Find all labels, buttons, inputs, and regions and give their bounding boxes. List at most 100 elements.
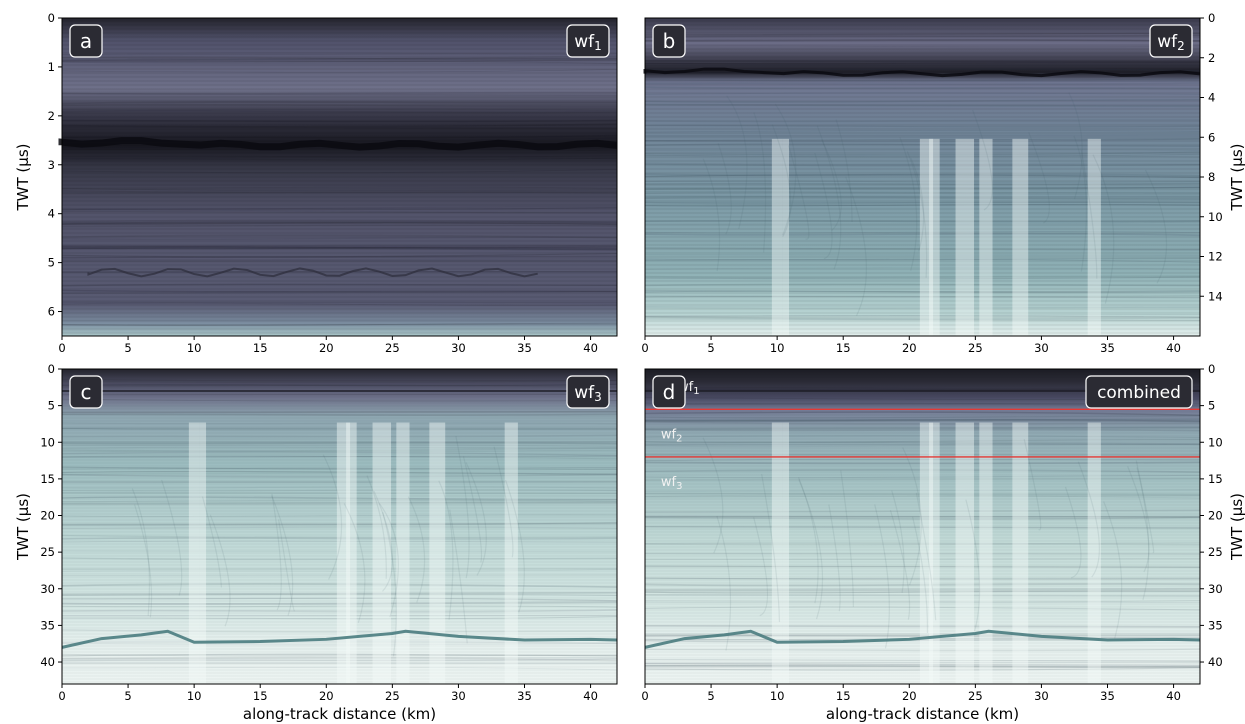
dip-line (382, 511, 397, 657)
layer-streak (644, 458, 1201, 462)
y-axis: 0 5 10 15 20 25 30 35 40 TWT (µs) (1200, 362, 1245, 669)
dip-line (899, 137, 918, 271)
layer-streak (644, 173, 1201, 177)
layer-streak (61, 486, 618, 489)
layer-streak (644, 201, 1201, 205)
y-axis: 0 2 4 6 8 10 12 14 TWT (µs) (1200, 11, 1245, 303)
layer-streak (61, 379, 618, 384)
layer-streak (644, 577, 1201, 581)
layer-streak (644, 428, 1201, 432)
dip-line (1028, 132, 1050, 224)
clutter-column (346, 422, 357, 684)
x-axis-label: along-track distance (km) (243, 705, 436, 723)
layer-streak (61, 442, 618, 445)
layer-streak (644, 186, 1201, 190)
layer-streak (61, 219, 618, 224)
layer-streak (61, 246, 618, 250)
clutter-column (979, 422, 993, 684)
panel-letter: c (81, 380, 92, 404)
x-tick-label: 35 (1100, 689, 1115, 703)
panel-letter: b (663, 29, 676, 53)
layer-streak (61, 236, 618, 240)
y-tick-label: 35 (1208, 618, 1223, 632)
layer-streak (61, 466, 618, 469)
layer-streak (644, 516, 1201, 520)
surface-reflector (643, 67, 1201, 78)
dip-line (774, 103, 797, 236)
clutter-column (782, 138, 790, 336)
dip-line (462, 456, 483, 563)
layer-streak (644, 153, 1201, 158)
layer-streak (644, 174, 1201, 178)
x-tick-label: 15 (836, 689, 851, 703)
y-tick-label: 0 (1208, 362, 1215, 376)
layering-texture (645, 369, 1200, 684)
layer-streak (644, 203, 1201, 207)
layer-streak (61, 597, 618, 602)
layer-streak (61, 108, 618, 112)
layer-streak (61, 383, 618, 387)
layer-streak (61, 191, 618, 195)
layer-streak (644, 45, 1201, 48)
clutter-column (372, 422, 392, 684)
layer-streak (61, 468, 618, 471)
layer-streak (61, 658, 618, 662)
panel-letter: d (663, 380, 676, 404)
layer-streak (61, 302, 618, 306)
layer-streak (644, 232, 1201, 237)
layer-streak (61, 592, 618, 595)
layer-streak (61, 526, 618, 529)
layer-streak (61, 109, 618, 114)
x-tick-label: 15 (253, 689, 268, 703)
layer-streak (644, 38, 1201, 41)
dip-line (816, 125, 842, 270)
internal-layers (644, 32, 1201, 322)
layer-streak (644, 588, 1201, 592)
layer-streak (644, 138, 1201, 142)
layer-streak (61, 206, 618, 210)
layer-streak (61, 148, 618, 152)
dip-line (798, 477, 819, 604)
layer-streak (61, 640, 618, 645)
clutter-column (771, 138, 783, 336)
layer-streak (61, 188, 618, 191)
y-tick-label: 2 (48, 109, 55, 123)
layer-streak (644, 509, 1201, 514)
layer-streak (61, 246, 618, 250)
panel-tag-sub: 1 (594, 39, 602, 53)
layer-streak (644, 492, 1201, 496)
layer-streak (61, 256, 618, 260)
layer-streak (644, 316, 1201, 320)
dip-line (1103, 501, 1123, 639)
layer-streak (644, 283, 1201, 287)
y-tick-label: 0 (48, 362, 55, 376)
y-tick-label: 20 (40, 509, 55, 523)
clutter-columns (188, 422, 518, 684)
layer-streak (644, 606, 1201, 611)
layer-streak (61, 534, 618, 538)
x-tick-label: 25 (385, 689, 400, 703)
layer-streak (61, 168, 618, 174)
layer-streak (644, 98, 1201, 103)
dip-line (906, 151, 928, 278)
dip-line (845, 176, 867, 316)
layer-streak (61, 157, 618, 161)
panel-letter-badge: c (69, 375, 103, 409)
layer-streak (644, 477, 1201, 481)
clutter-column (979, 138, 993, 336)
layer-streak (644, 541, 1201, 546)
layer-streak (644, 247, 1201, 251)
clutter-column (771, 422, 783, 684)
layer-streak (644, 525, 1201, 529)
y-tick-label: 30 (40, 582, 55, 596)
layer-streak (644, 149, 1201, 152)
layer-streak (644, 151, 1201, 156)
dip-line (717, 143, 732, 235)
layer-streak (644, 474, 1201, 479)
layer-streak (644, 664, 1201, 669)
layer-streak (61, 481, 618, 484)
layer-streak (61, 501, 618, 504)
y-tick-label: 20 (1208, 509, 1223, 523)
dip-line (1064, 486, 1082, 579)
panel-tag-badge: combined (1085, 375, 1193, 409)
